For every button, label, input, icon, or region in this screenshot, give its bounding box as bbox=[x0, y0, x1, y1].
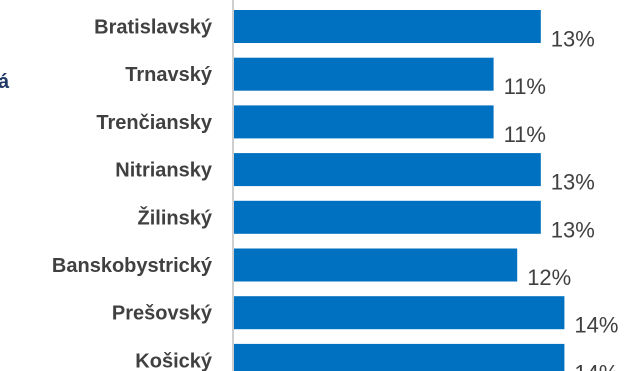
value-label: 13% bbox=[551, 170, 595, 195]
bar bbox=[234, 57, 494, 91]
bar bbox=[234, 10, 541, 43]
bar bbox=[234, 105, 494, 139]
bar bbox=[234, 248, 518, 282]
category-label: Trnavský bbox=[125, 64, 213, 86]
value-label: 11% bbox=[504, 74, 546, 99]
bar bbox=[234, 296, 565, 330]
value-label: 14% bbox=[574, 360, 618, 371]
category-label: Bratislavský bbox=[94, 17, 213, 39]
bars-group: Bratislavský 13% Trnavský 11% Trenčiansky 11%… bbox=[52, 10, 618, 371]
value-label: 13% bbox=[551, 217, 595, 242]
edge-text-fragment: á bbox=[0, 71, 10, 93]
value-label: 13% bbox=[551, 27, 595, 52]
category-label: Trenčiansky bbox=[96, 112, 213, 134]
value-label: 14% bbox=[574, 313, 618, 338]
category-label: Prešovský bbox=[112, 303, 213, 325]
bar bbox=[234, 153, 541, 187]
value-label: 12% bbox=[527, 265, 571, 290]
value-label: 11% bbox=[504, 122, 546, 147]
bar bbox=[234, 200, 541, 234]
category-label: Žilinský bbox=[138, 205, 213, 229]
bar bbox=[234, 343, 565, 371]
category-label: Nitriansky bbox=[115, 160, 213, 182]
category-label: Banskobystrický bbox=[52, 255, 213, 277]
category-label: Košický bbox=[135, 350, 213, 371]
